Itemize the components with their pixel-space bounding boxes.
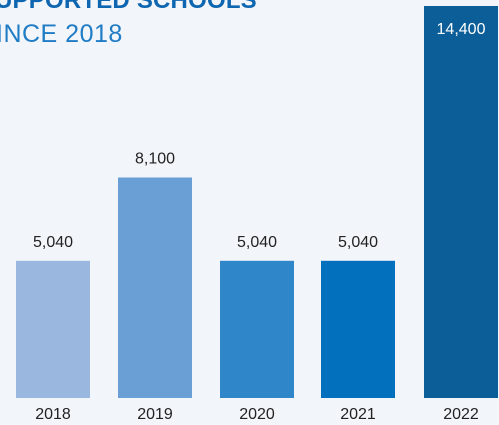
bar-2022 [424, 6, 498, 398]
x-tick-label-2019: 2019 [137, 406, 173, 423]
bar-2019 [118, 177, 192, 398]
x-tick-label-2022: 2022 [443, 406, 479, 423]
chart-title: UPPORTED SCHOOLS [0, 0, 257, 14]
value-label-2018: 5,040 [33, 234, 73, 251]
x-tick-label-2021: 2021 [340, 406, 376, 423]
bar-2018 [16, 260, 90, 398]
bar-2020 [220, 260, 294, 398]
chart-subtitle: INCE 2018 [0, 20, 123, 48]
value-label-2022: 14,400 [437, 21, 486, 38]
value-label-2020: 5,040 [237, 234, 277, 251]
value-label-2019: 8,100 [135, 151, 175, 168]
x-tick-label-2020: 2020 [239, 406, 275, 423]
bar-2021 [321, 260, 395, 398]
value-label-2021: 5,040 [338, 234, 378, 251]
x-tick-label-2018: 2018 [35, 406, 71, 423]
